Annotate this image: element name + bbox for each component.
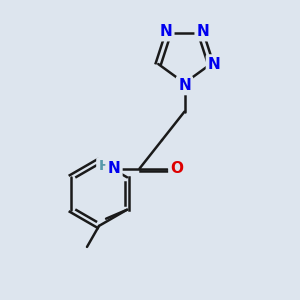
Text: N: N (160, 24, 172, 39)
Text: N: N (208, 56, 221, 71)
Text: N: N (178, 78, 191, 93)
Text: H: H (98, 159, 110, 173)
Text: O: O (170, 161, 184, 176)
Text: N: N (108, 161, 120, 176)
Text: N: N (197, 24, 209, 39)
